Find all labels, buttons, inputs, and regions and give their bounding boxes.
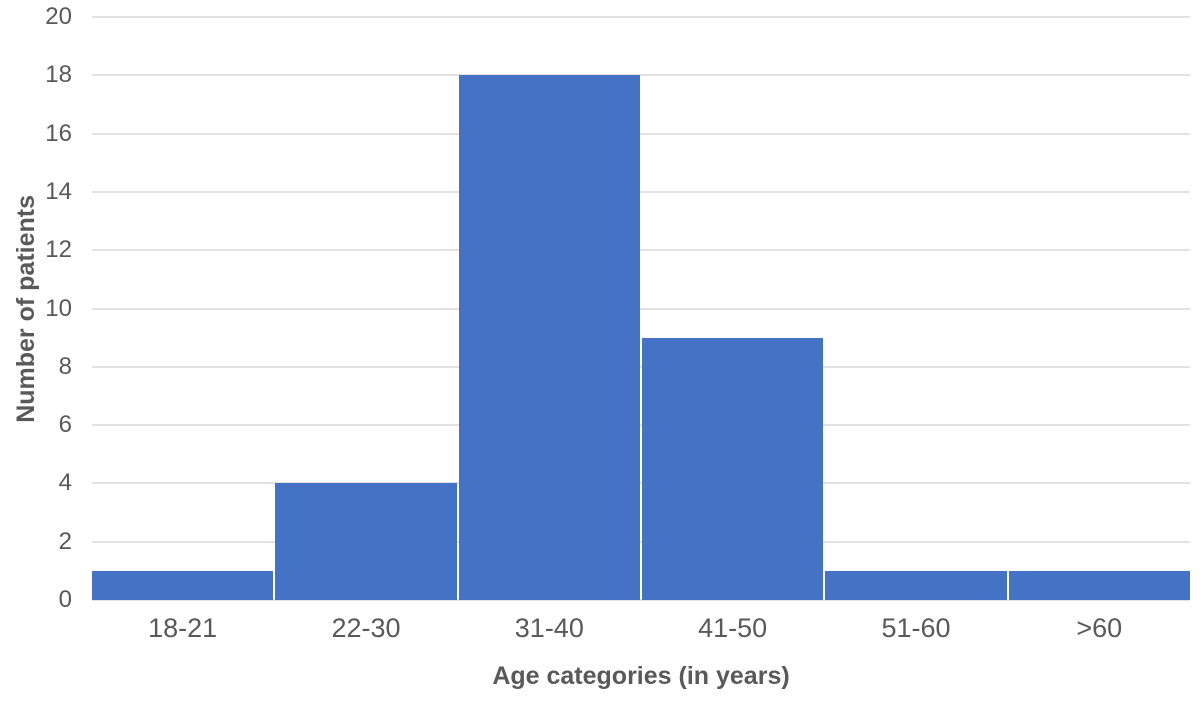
bar-series: [92, 17, 1190, 600]
x-tick-label: 18-21: [148, 613, 218, 643]
bar-41-50: [641, 337, 824, 600]
gridline-y0: [92, 599, 1190, 601]
y-tick-label: 14: [45, 177, 72, 205]
gridline-y8: [92, 365, 1190, 368]
y-tick-label: 6: [58, 411, 72, 439]
bar->60: [1008, 570, 1190, 600]
y-tick-label: 0: [58, 586, 72, 613]
y-tick-label: 12: [45, 236, 72, 264]
gridline-y20: [92, 16, 1190, 18]
x-tick-label: 41-50: [698, 613, 768, 643]
plot-area: [92, 16, 1190, 601]
bar-51-60: [825, 570, 1007, 600]
gridline-y2: [92, 540, 1190, 543]
y-tick-label: 4: [58, 469, 72, 497]
y-axis: 0 2 4 6 8 10 12 14 16 18 20: [0, 5, 72, 612]
x-tick-label: 31-40: [514, 613, 584, 643]
y-tick-label: 20: [45, 3, 72, 30]
x-axis: 18-21 22-30 31-40 41-50 51-60 >60: [92, 613, 1190, 644]
gridline-y14: [92, 190, 1190, 193]
gridline-y10: [92, 307, 1190, 310]
x-tick-label: 51-60: [881, 613, 951, 643]
y-tick-label: 8: [58, 352, 72, 380]
gridlines: [92, 16, 1190, 601]
gridline-y6: [92, 424, 1190, 427]
y-tick-label: 16: [45, 119, 72, 147]
y-tick-label: 18: [45, 61, 72, 89]
gridline-y4: [92, 482, 1190, 485]
y-tick-label: 2: [58, 527, 72, 555]
x-tick-label: >60: [1076, 613, 1123, 643]
bar-18-21: [92, 570, 274, 600]
gridline-y18: [92, 74, 1190, 77]
x-axis-title: Age categories (in years): [492, 662, 790, 690]
bar-22-30: [275, 483, 457, 600]
x-tick-label: 22-30: [331, 613, 401, 643]
bar-31-40: [458, 75, 640, 600]
gridline-y12: [92, 249, 1190, 252]
gridline-y16: [92, 132, 1190, 135]
y-tick-label: 10: [45, 294, 72, 322]
